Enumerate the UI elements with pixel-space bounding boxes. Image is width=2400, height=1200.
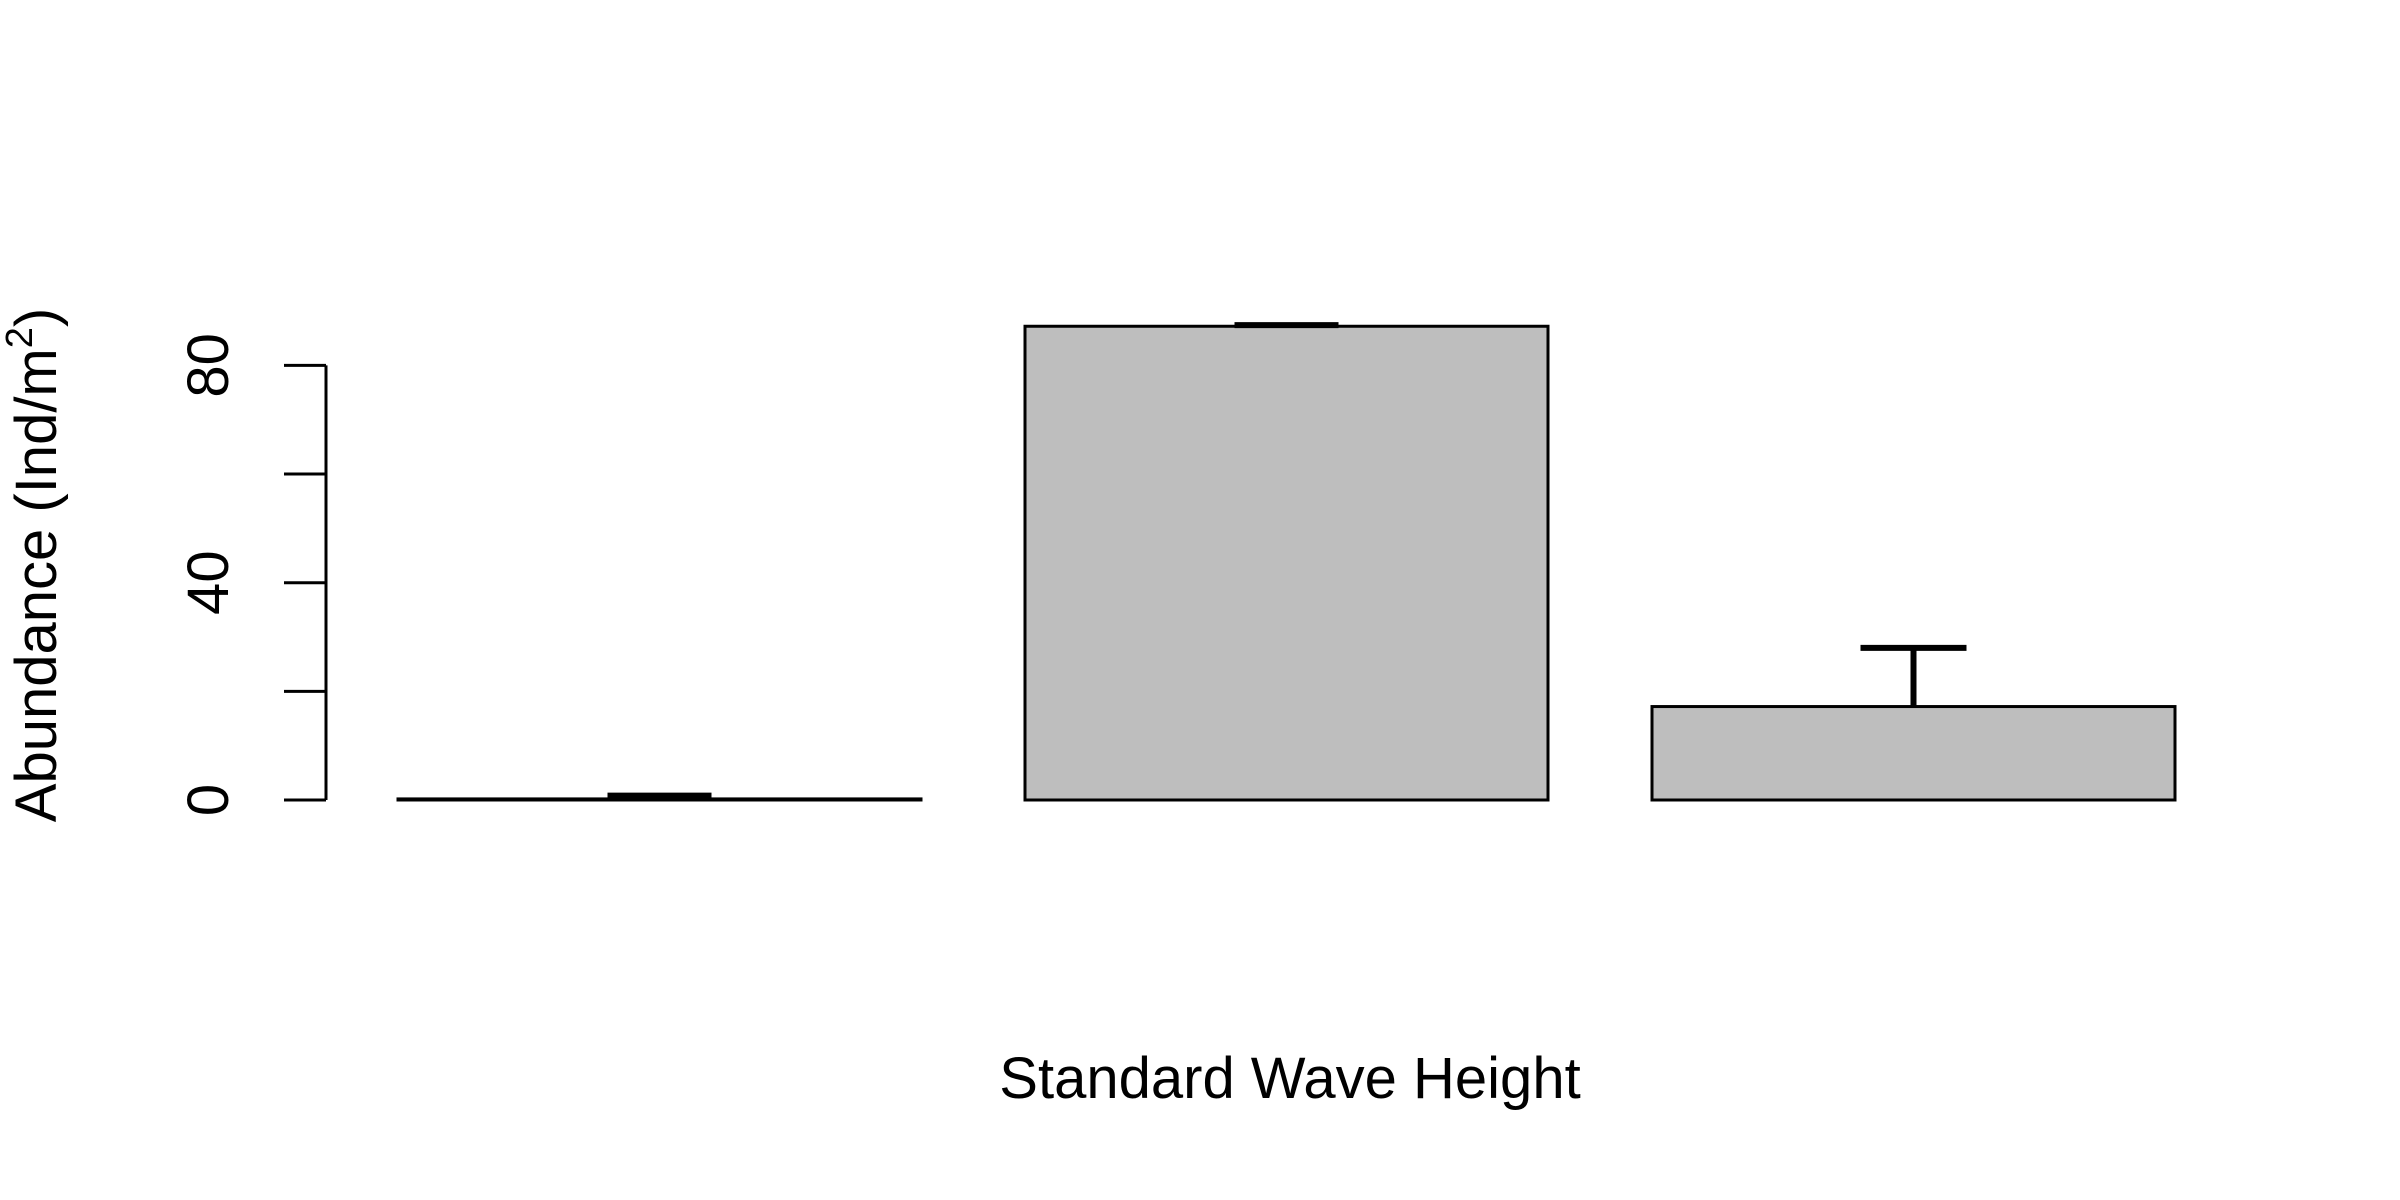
error-bar-2: [1234, 322, 1339, 329]
bar-1: [396, 797, 923, 802]
y-axis-title-superscript: 2: [0, 327, 41, 348]
error-bar-1: [607, 792, 712, 799]
y-axis-title: Abundance (Ind/m2): [0, 308, 69, 822]
bar-3: [1650, 705, 2177, 802]
bar-2: [1023, 324, 1550, 802]
y-axis-ticks: 0 40 80: [176, 333, 326, 816]
plot-area: [396, 322, 2177, 802]
error-bar-3: [1860, 644, 1967, 707]
y-axis-title-main: Abundance (Ind/m: [4, 348, 69, 822]
y-tick-label-0: 0: [176, 784, 241, 816]
y-axis-title-close: ): [4, 308, 69, 327]
y-tick-label-80: 80: [176, 333, 241, 398]
x-axis-title: Standard Wave Height: [999, 1046, 1580, 1111]
y-tick-label-40: 40: [176, 550, 241, 615]
